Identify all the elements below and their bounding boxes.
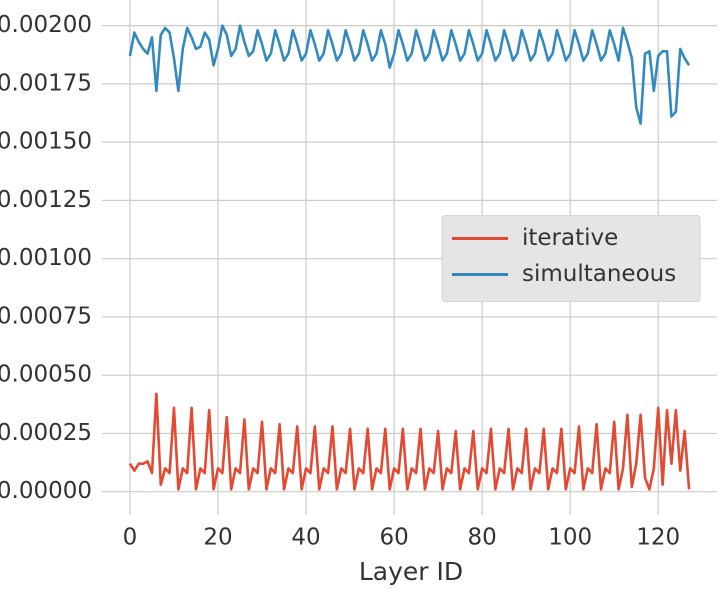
- data-line: [128, 24, 691, 125]
- y-tick-label: 0.00200: [0, 12, 92, 38]
- y-tick-label: 0.00100: [0, 245, 92, 271]
- x-tick-label: 40: [291, 525, 320, 551]
- x-tick-label: 100: [548, 525, 592, 551]
- x-tick-label: 120: [636, 525, 680, 551]
- y-tick-label: 0.00175: [0, 70, 92, 96]
- y-tick-label: 0.00025: [0, 420, 92, 446]
- x-tick-label: 20: [203, 525, 232, 551]
- y-tick-label: 0.00000: [0, 478, 92, 504]
- y-tick-label: 0.00075: [0, 303, 92, 329]
- legend: iterative simultaneous: [441, 215, 701, 302]
- x-axis-label: Layer ID: [359, 557, 463, 586]
- y-tick-label: 0.00150: [0, 129, 92, 155]
- x-tick-label: 0: [123, 525, 138, 551]
- y-tick-label: 0.00125: [0, 187, 92, 213]
- x-tick-label: 80: [467, 525, 496, 551]
- y-tick-label: 0.00050: [0, 362, 92, 388]
- data-line: [128, 392, 691, 491]
- x-tick-label: 60: [379, 525, 408, 551]
- legend-label: simultaneous: [522, 261, 676, 287]
- legend-label: iterative: [522, 225, 618, 251]
